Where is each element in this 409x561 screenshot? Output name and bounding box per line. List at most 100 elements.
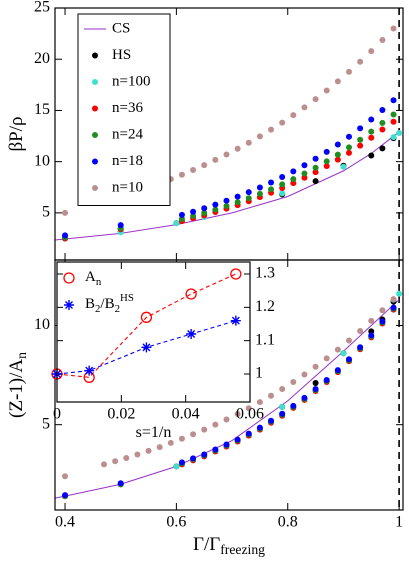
marker — [379, 119, 386, 126]
marker — [323, 163, 330, 170]
marker — [323, 87, 330, 94]
marker — [323, 148, 330, 155]
marker — [234, 199, 241, 206]
marker — [178, 435, 185, 442]
marker — [245, 405, 252, 412]
legend-label: n=24 — [112, 126, 143, 142]
marker — [345, 68, 352, 75]
marker — [62, 232, 69, 239]
x-tick-label: 0 — [53, 406, 61, 423]
legend-label: B2/B2HS — [85, 292, 134, 315]
marker — [268, 392, 275, 399]
marker — [334, 141, 341, 148]
marker — [190, 455, 197, 462]
marker — [212, 446, 219, 453]
marker — [145, 447, 152, 454]
legend-swatch — [92, 52, 98, 59]
marker — [379, 107, 386, 114]
y-tick-label: 15 — [34, 101, 50, 118]
marker — [279, 119, 286, 126]
marker — [368, 317, 375, 324]
marker — [345, 356, 352, 363]
label-part: βP/ρ — [6, 117, 27, 152]
marker — [379, 318, 386, 325]
marker — [390, 296, 397, 303]
marker — [245, 189, 252, 196]
marker — [256, 424, 263, 431]
y-tick-label: 5 — [42, 415, 50, 432]
marker — [312, 164, 319, 171]
marker — [345, 149, 352, 156]
marker — [223, 416, 230, 423]
marker — [279, 410, 286, 417]
marker — [201, 162, 208, 169]
marker — [357, 136, 364, 143]
marker — [140, 311, 153, 323]
marker — [312, 380, 319, 387]
marker — [167, 439, 174, 446]
marker — [390, 118, 397, 125]
y2-tick-label: 1 — [255, 365, 263, 382]
y2-tick-label: 1.2 — [255, 298, 275, 315]
series-line — [54, 299, 400, 499]
label-part: n — [96, 276, 102, 288]
marker — [312, 155, 319, 162]
marker — [190, 431, 197, 438]
y-tick-label: 5 — [42, 204, 50, 221]
marker — [256, 190, 263, 197]
legend-swatch — [92, 132, 98, 138]
marker — [201, 426, 208, 433]
marker — [268, 417, 275, 424]
marker — [230, 268, 242, 280]
marker — [301, 104, 308, 111]
marker — [212, 201, 219, 208]
marker — [334, 78, 341, 85]
marker — [185, 288, 197, 300]
legend-label: n=100 — [112, 73, 150, 89]
marker — [390, 97, 397, 104]
marker — [201, 205, 208, 212]
legend-swatch — [64, 300, 74, 310]
x-tick-label: 1 — [395, 514, 403, 531]
marker — [268, 126, 275, 133]
marker — [379, 307, 386, 314]
marker — [345, 133, 352, 140]
marker — [340, 163, 347, 170]
marker — [368, 48, 375, 55]
label-part: 2 — [95, 303, 100, 315]
marker — [256, 399, 263, 406]
marker — [301, 170, 308, 177]
x-tick-label: 0.6 — [166, 514, 186, 531]
y-tick-label: 25 — [34, 0, 50, 16]
marker — [312, 385, 319, 392]
marker — [379, 145, 386, 152]
label-part: B — [85, 296, 95, 312]
marker — [290, 168, 297, 175]
marker — [212, 206, 219, 213]
marker — [223, 197, 230, 204]
marker — [256, 133, 263, 140]
y2-tick-label: 1.3 — [255, 265, 275, 282]
marker — [379, 36, 386, 43]
marker — [134, 451, 141, 458]
marker — [234, 145, 241, 152]
marker — [312, 178, 319, 185]
marker — [178, 211, 185, 218]
marker — [186, 329, 197, 339]
marker — [279, 174, 286, 181]
label-part: HS — [120, 292, 134, 304]
y-tick-label: 10 — [34, 152, 50, 169]
x-tick-label: 0.06 — [236, 406, 264, 423]
marker — [301, 371, 308, 378]
legend-swatch — [92, 185, 98, 191]
label-part: /B — [100, 296, 114, 312]
x-tick-label: 0.02 — [107, 406, 135, 423]
x-tick-label: 0.04 — [172, 406, 200, 423]
marker — [368, 152, 375, 159]
marker — [301, 394, 308, 401]
legend-label: HS — [112, 47, 131, 63]
x-axis-label: s=1/n — [136, 424, 172, 441]
inset-background — [57, 262, 250, 402]
y-tick-label: 20 — [34, 50, 50, 67]
